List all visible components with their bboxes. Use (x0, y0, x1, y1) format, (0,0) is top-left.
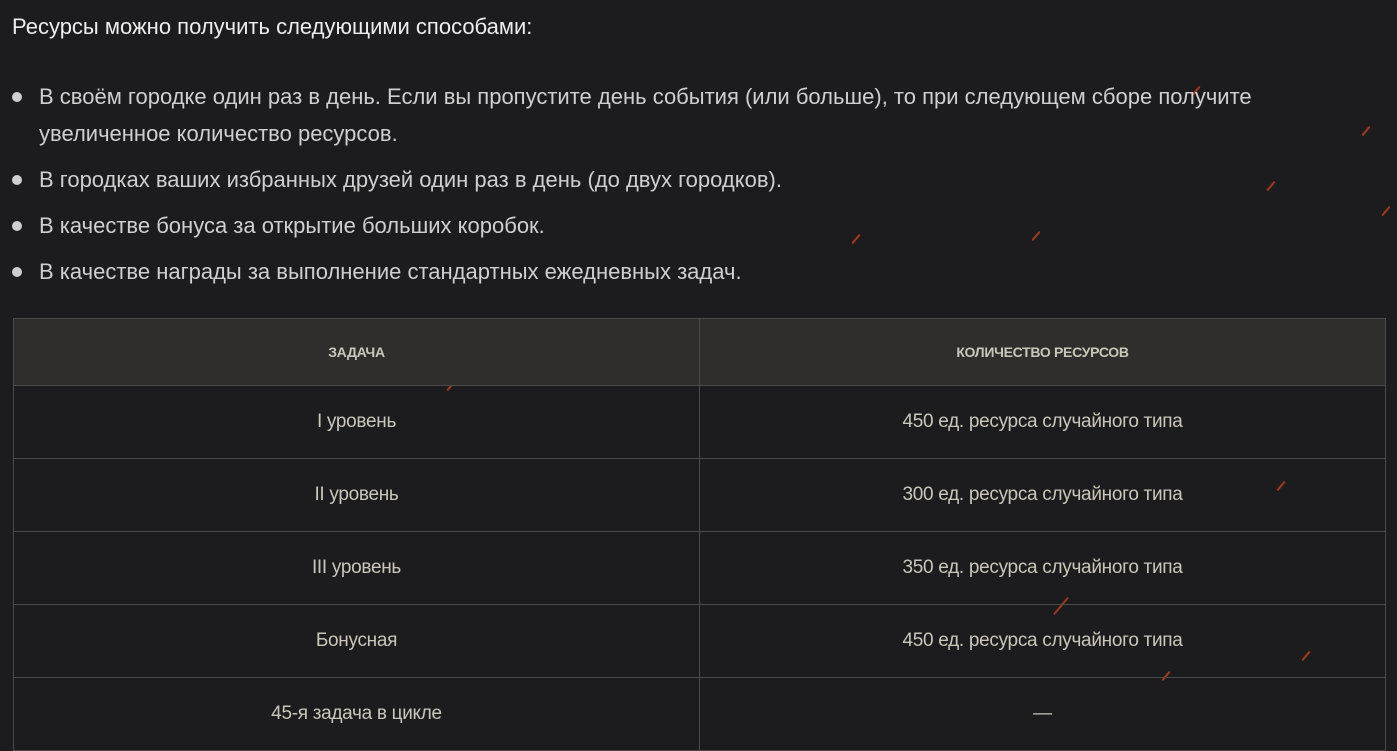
resource-cell: 300 ед. ресурса случайного типа (699, 458, 1386, 532)
task-cell: I уровень (13, 385, 700, 459)
task-cell: II уровень (13, 458, 700, 532)
bullet-icon (12, 175, 22, 185)
list-item: В городках ваших избранных друзей один р… (12, 161, 1382, 198)
task-cell: Бонусная (13, 604, 700, 678)
section-title: Ресурсы можно получить следующими способ… (12, 14, 533, 39)
bullet-list: В своём городке один раз в день. Если вы… (12, 78, 1382, 299)
table-row: I уровень 450 ед. ресурса случайного типа (13, 385, 1386, 459)
header-task: ЗАДАЧА (13, 318, 700, 386)
list-item: В качестве награды за выполнение стандар… (12, 253, 1382, 290)
task-cell: 45-я задача в цикле (13, 677, 700, 751)
table-row: II уровень 300 ед. ресурса случайного тип… (13, 458, 1386, 532)
table-row: 45-я задача в цикле — (13, 677, 1386, 751)
resource-cell: 450 ед. ресурса случайного типа (699, 385, 1386, 459)
resource-cell: 350 ед. ресурса случайного типа (699, 531, 1386, 605)
table-row: III уровень 350 ед. ресурса случайного ти… (13, 531, 1386, 605)
table-header-row: ЗАДАЧА КОЛИЧЕСТВО РЕСУРСОВ (13, 318, 1386, 386)
task-cell: III уровень (13, 531, 700, 605)
resource-cell: — (699, 677, 1386, 751)
resource-cell: 450 ед. ресурса случайного типа (699, 604, 1386, 678)
list-item: В своём городке один раз в день. Если вы… (12, 78, 1382, 152)
table-row: Бонусная 450 ед. ресурса случайного типа (13, 604, 1386, 678)
bullet-icon (12, 92, 22, 102)
list-item: В качестве бонуса за открытие больших ко… (12, 207, 1382, 244)
bullet-icon (12, 267, 22, 277)
resources-table: ЗАДАЧА КОЛИЧЕСТВО РЕСУРСОВ I уровень 450 … (13, 318, 1386, 751)
bullet-icon (12, 221, 22, 231)
header-resources: КОЛИЧЕСТВО РЕСУРСОВ (699, 318, 1386, 386)
